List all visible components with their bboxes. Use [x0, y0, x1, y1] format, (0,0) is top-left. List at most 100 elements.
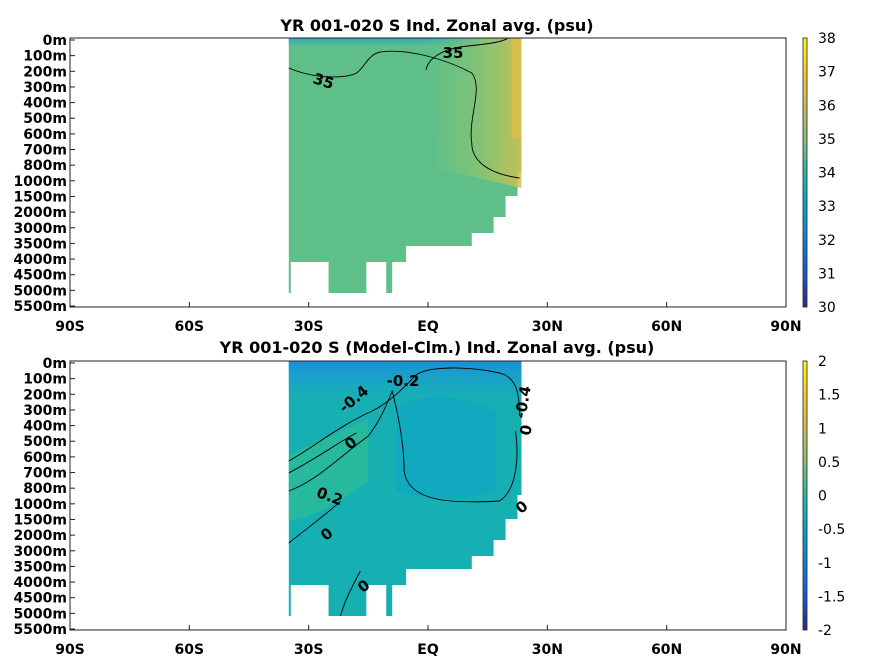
surface-fresh-layer — [288, 361, 522, 403]
colorbar-tick-label: 2 — [818, 354, 827, 370]
latitude-tick-label: 30S — [294, 319, 324, 335]
colorbar-tick-label: -1 — [818, 556, 832, 572]
latitude-tick-label: 30N — [532, 319, 563, 335]
contour-0b — [288, 432, 357, 474]
top-panel-title: YR 001-020 S Ind. Zonal avg. (psu) — [279, 16, 593, 35]
colorbar-tick-label: 33 — [818, 199, 836, 215]
contour-0c — [288, 500, 341, 544]
latitude-axis: 90S 60S 30S EQ 30N 60N 90N — [55, 302, 802, 335]
contour-label: 0 — [516, 423, 536, 436]
colorbar-tick-label: -1.5 — [818, 589, 845, 605]
latitude-tick-label: EQ — [417, 319, 439, 335]
colorbar-tick-label: 0 — [818, 489, 827, 505]
latitude-tick-label: EQ — [417, 642, 439, 656]
depth-tick-label: 400m — [23, 419, 67, 435]
depth-tick-label: 100m — [23, 372, 67, 388]
depth-tick-label: 600m — [23, 450, 67, 466]
depth-tick-label: 1500m — [13, 189, 67, 205]
depth-axis: 0m100m200m300m400m500m600m700m800m1000m1… — [13, 33, 75, 315]
colorbar-tick-label: 30 — [818, 300, 836, 316]
depth-tick-label: 5000m — [13, 283, 67, 299]
latitude-tick-label: 90N — [770, 642, 801, 656]
depth-tick-label: 600m — [23, 127, 67, 143]
data-column — [328, 262, 367, 293]
contour-minus-0.4 — [288, 367, 520, 462]
data-column — [386, 262, 393, 293]
colorbar-tick-label: 36 — [818, 98, 836, 114]
colorbar-tick-label: 1.5 — [818, 388, 840, 404]
depth-axis: 0m100m200m300m400m500m600m700m800m1000m1… — [13, 356, 75, 638]
depth-tick-label: 300m — [23, 403, 67, 419]
depth-tick-label: 3000m — [13, 221, 67, 237]
latitude-tick-label: 90N — [770, 319, 801, 335]
depth-tick-label: 100m — [23, 49, 67, 65]
latitude-tick-label: 60S — [175, 319, 205, 335]
salinity-anomaly-field — [288, 361, 522, 616]
data-column — [386, 585, 393, 616]
data-column — [288, 262, 291, 293]
latitude-tick-label: 60N — [651, 319, 682, 335]
top-panel: YR 001-020 S Ind. Zonal avg. (psu) 3535 … — [13, 16, 835, 335]
contour-0 — [288, 389, 518, 503]
colorbar-tick-label: 31 — [818, 266, 836, 282]
contour-35b — [425, 37, 508, 71]
depth-tick-label: 4000m — [13, 252, 67, 268]
contour-label: 35 — [311, 69, 336, 93]
depth-tick-label: 5500m — [13, 622, 67, 638]
depth-tick-label: 4500m — [13, 268, 67, 284]
contour-label: 35 — [443, 44, 464, 62]
depth-tick-label: 500m — [23, 111, 67, 127]
contour-label: -0.2 — [387, 372, 420, 390]
depth-tick-label: 2000m — [13, 528, 67, 544]
colorbar-tick-label: 34 — [818, 166, 836, 182]
colorbar: 30 31 32 33 34 35 36 37 38 — [802, 31, 836, 316]
depth-tick-label: 200m — [23, 64, 67, 80]
contour-0d — [340, 570, 361, 617]
bottom-panel: YR 001-020 S (Model-Clm.) Ind. Zonal avg… — [13, 338, 845, 656]
depth-tick-label: 1000m — [13, 497, 67, 513]
colorbar: -2 -1.5 -1 -0.5 0 0.5 1 1.5 2 — [802, 354, 845, 639]
colorbar-tick-label: -0.5 — [818, 522, 845, 538]
depth-tick-label: 5000m — [13, 606, 67, 622]
salinity-field — [288, 38, 522, 293]
depth-tick-label: 300m — [23, 80, 67, 96]
depth-tick-label: 200m — [23, 387, 67, 403]
data-column — [328, 585, 367, 616]
latitude-tick-label: 90S — [55, 642, 85, 656]
depth-tick-label: 500m — [23, 434, 67, 450]
depth-tick-label: 800m — [23, 158, 67, 174]
colorbar-scale — [802, 37, 808, 308]
latitude-tick-label: 30N — [532, 642, 563, 656]
depth-tick-label: 3500m — [13, 559, 67, 575]
colorbar-tick-label: 37 — [818, 65, 836, 81]
colorbar-tick-label: 32 — [818, 233, 836, 249]
depth-tick-label: 4500m — [13, 591, 67, 607]
colorbar-tick-label: 0.5 — [818, 455, 840, 471]
latitude-tick-label: 30S — [294, 642, 324, 656]
colorbar-scale — [802, 360, 808, 631]
depth-tick-label: 700m — [23, 466, 67, 482]
latitude-tick-label: 60S — [175, 642, 205, 656]
depth-tick-label: 0m — [43, 356, 67, 372]
colorbar-tick-label: 38 — [818, 31, 836, 47]
depth-tick-label: 4000m — [13, 575, 67, 591]
depth-tick-label: 400m — [23, 96, 67, 112]
bottom-panel-title: YR 001-020 S (Model-Clm.) Ind. Zonal avg… — [219, 338, 655, 357]
depth-tick-label: 3000m — [13, 544, 67, 560]
contour-35 — [288, 50, 520, 179]
depth-tick-label: 0m — [43, 33, 67, 49]
depth-tick-label: 5500m — [13, 299, 67, 315]
colorbar-tick-label: -2 — [818, 623, 832, 639]
depth-tick-label: 2000m — [13, 205, 67, 221]
high-salinity-core — [511, 38, 522, 138]
latitude-axis: 90S 60S 30S EQ 30N 60N 90N — [55, 625, 802, 656]
depth-tick-label: 1000m — [13, 174, 67, 190]
warm-tongue — [428, 38, 522, 188]
negative-anomaly — [396, 396, 496, 499]
data-column — [288, 585, 291, 616]
latitude-tick-label: 90S — [55, 319, 85, 335]
positive-anomaly — [288, 419, 369, 521]
contour-lines: 35 35 — [288, 37, 520, 179]
depth-tick-label: 800m — [23, 481, 67, 497]
